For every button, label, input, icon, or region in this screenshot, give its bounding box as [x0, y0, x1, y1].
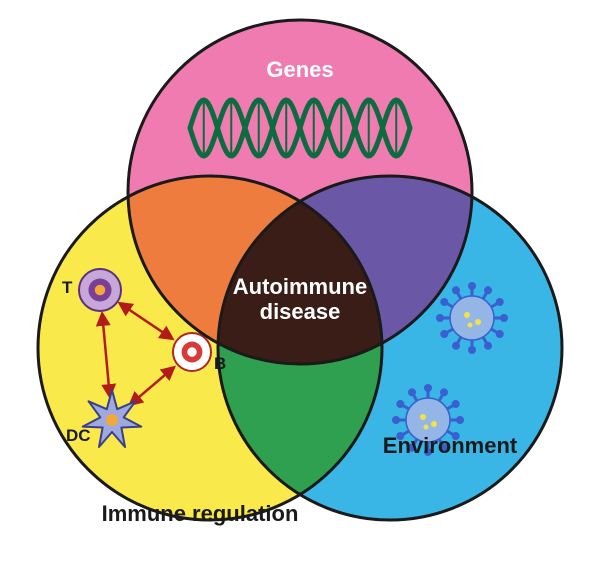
venn-diagram: Genes Immune regulation Environment Auto… [0, 0, 600, 583]
